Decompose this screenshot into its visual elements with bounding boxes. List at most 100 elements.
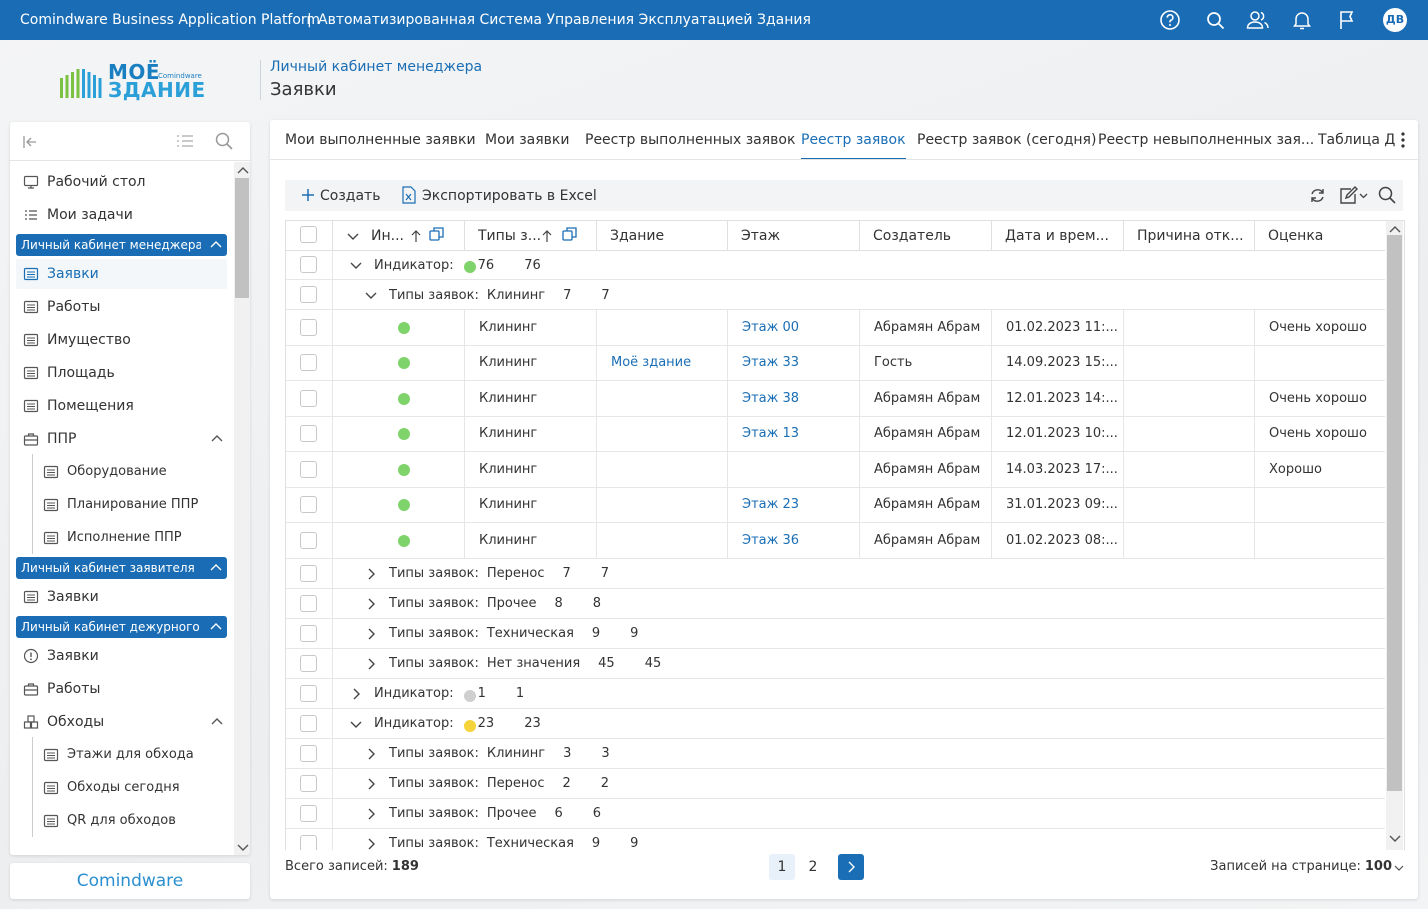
group-icon[interactable] (562, 227, 577, 242)
sidebar-item[interactable]: Исполнение ППР (67, 530, 182, 545)
sidebar-item[interactable]: Оборудование (67, 464, 167, 479)
cell-link[interactable]: Этаж 13 (742, 426, 800, 442)
sidebar-item[interactable]: Мои задачи (47, 207, 133, 223)
row-checkbox[interactable] (300, 425, 317, 443)
sidebar-item[interactable]: ППР (47, 431, 77, 447)
expand-chevron[interactable] (210, 432, 224, 446)
sidebar-scroll-down[interactable] (236, 840, 249, 852)
sort-icon[interactable] (541, 229, 553, 243)
row-checkbox[interactable] (300, 286, 317, 303)
group-toggle[interactable] (364, 777, 378, 791)
group-toggle[interactable] (349, 687, 363, 701)
tab[interactable]: Мои заявки (485, 132, 570, 148)
column-header[interactable]: Этаж (741, 228, 781, 244)
sidebar-item[interactable]: Площадь (47, 365, 115, 381)
row-checkbox[interactable] (300, 624, 317, 642)
group-toggle[interactable] (364, 807, 378, 821)
sidebar-section[interactable]: Личный кабинет дежурного и... (16, 615, 227, 638)
row-checkbox[interactable] (300, 684, 317, 702)
sidebar-item[interactable]: Обходы (47, 714, 105, 730)
create-button[interactable]: Создать (320, 188, 381, 204)
sidebar-item[interactable]: Работы (47, 299, 101, 315)
sidebar-item[interactable]: Планирование ППР (67, 497, 199, 512)
breadcrumb-parent[interactable]: Личный кабинет менеджера (270, 59, 483, 75)
tree-view-icon[interactable] (176, 133, 194, 149)
row-checkbox[interactable] (300, 834, 317, 850)
per-page-chevron[interactable] (1394, 863, 1404, 873)
column-header[interactable]: Дата и врем... (1005, 228, 1109, 244)
column-header[interactable]: Создатель (873, 228, 952, 244)
refresh-icon[interactable] (1309, 187, 1326, 204)
group-toggle[interactable] (364, 657, 378, 671)
bell-icon[interactable] (1293, 10, 1311, 30)
sidebar-item[interactable]: Заявки (47, 648, 99, 664)
row-checkbox[interactable] (300, 654, 317, 672)
tab[interactable]: Таблица Д (1318, 132, 1395, 148)
tabs-more-icon[interactable] (1399, 131, 1407, 149)
column-header[interactable]: Причина отк... (1137, 228, 1244, 244)
group-toggle[interactable] (364, 597, 378, 611)
row-checkbox[interactable] (300, 354, 317, 372)
cell-link[interactable]: Этаж 33 (742, 355, 800, 371)
page-button[interactable]: 2 (800, 854, 826, 880)
tab[interactable]: Реестр выполненных заявок (585, 132, 796, 148)
tab[interactable]: Реестр заявок (801, 130, 906, 159)
sidebar-search-icon[interactable] (215, 132, 233, 150)
row-checkbox[interactable] (300, 714, 317, 732)
row-checkbox[interactable] (300, 744, 317, 762)
column-header[interactable]: Оценка (1268, 228, 1324, 244)
group-toggle[interactable] (364, 747, 378, 761)
column-header[interactable]: Ин... (371, 228, 404, 244)
tab[interactable]: Реестр заявок (сегодня) (917, 132, 1097, 148)
sidebar-scroll-up[interactable] (236, 164, 249, 176)
sidebar-item[interactable]: Заявки (47, 266, 99, 282)
group-icon[interactable] (429, 227, 444, 242)
row-checkbox[interactable] (300, 226, 317, 243)
row-checkbox[interactable] (300, 594, 317, 612)
sidebar-item[interactable]: Обходы сегодня (67, 780, 180, 795)
avatar[interactable]: ДВ (1383, 8, 1407, 32)
group-toggle[interactable] (364, 288, 378, 302)
next-page-button[interactable] (838, 854, 864, 880)
row-checkbox[interactable] (300, 318, 317, 336)
sidebar-item[interactable]: Имущество (47, 332, 131, 348)
group-toggle[interactable] (364, 567, 378, 581)
cell-link[interactable]: Моё здание (611, 355, 692, 371)
group-toggle[interactable] (364, 837, 378, 851)
group-toggle[interactable] (364, 627, 378, 641)
row-checkbox[interactable] (300, 774, 317, 792)
sidebar-section[interactable]: Личный кабинет заявителя (16, 556, 227, 579)
row-checkbox[interactable] (300, 256, 317, 273)
users-icon[interactable] (1246, 10, 1270, 30)
group-toggle[interactable] (349, 258, 363, 272)
row-checkbox[interactable] (300, 564, 317, 582)
cell-link[interactable]: Этаж 23 (742, 497, 800, 513)
tab[interactable]: Реестр невыполненных зая... (1098, 132, 1315, 148)
sidebar-item[interactable]: Работы (47, 681, 101, 697)
search-icon[interactable] (1206, 11, 1226, 31)
page-button[interactable]: 1 (769, 854, 795, 880)
sidebar-item[interactable]: Заявки (47, 589, 99, 605)
sidebar-item[interactable]: Рабочий стол (47, 174, 146, 190)
expand-chevron[interactable] (210, 715, 224, 729)
row-checkbox[interactable] (300, 496, 317, 514)
row-checkbox[interactable] (300, 804, 317, 822)
group-toggle[interactable] (349, 717, 363, 731)
sidebar-item[interactable]: Этажи для обхода (67, 747, 194, 762)
row-checkbox[interactable] (300, 460, 317, 478)
row-checkbox[interactable] (300, 389, 317, 407)
cell-link[interactable]: Этаж 36 (742, 532, 800, 548)
column-header[interactable]: Здание (610, 228, 665, 244)
table-search-icon[interactable] (1378, 186, 1396, 204)
per-page[interactable]: Записей на странице: 100 (1210, 857, 1392, 877)
help-icon[interactable] (1160, 10, 1180, 30)
edit-icon[interactable] (1339, 186, 1369, 205)
row-checkbox[interactable] (300, 531, 317, 549)
cell-link[interactable]: Этаж 38 (742, 390, 800, 406)
export-button[interactable]: Экспортировать в Excel (422, 188, 597, 204)
sidebar-item[interactable]: Помещения (47, 398, 134, 414)
collapse-sidebar-icon[interactable] (22, 134, 38, 150)
sidebar-section[interactable]: Личный кабинет менеджера (16, 233, 227, 256)
sort-icon[interactable] (410, 229, 422, 243)
cell-link[interactable]: Этаж 00 (742, 319, 800, 335)
